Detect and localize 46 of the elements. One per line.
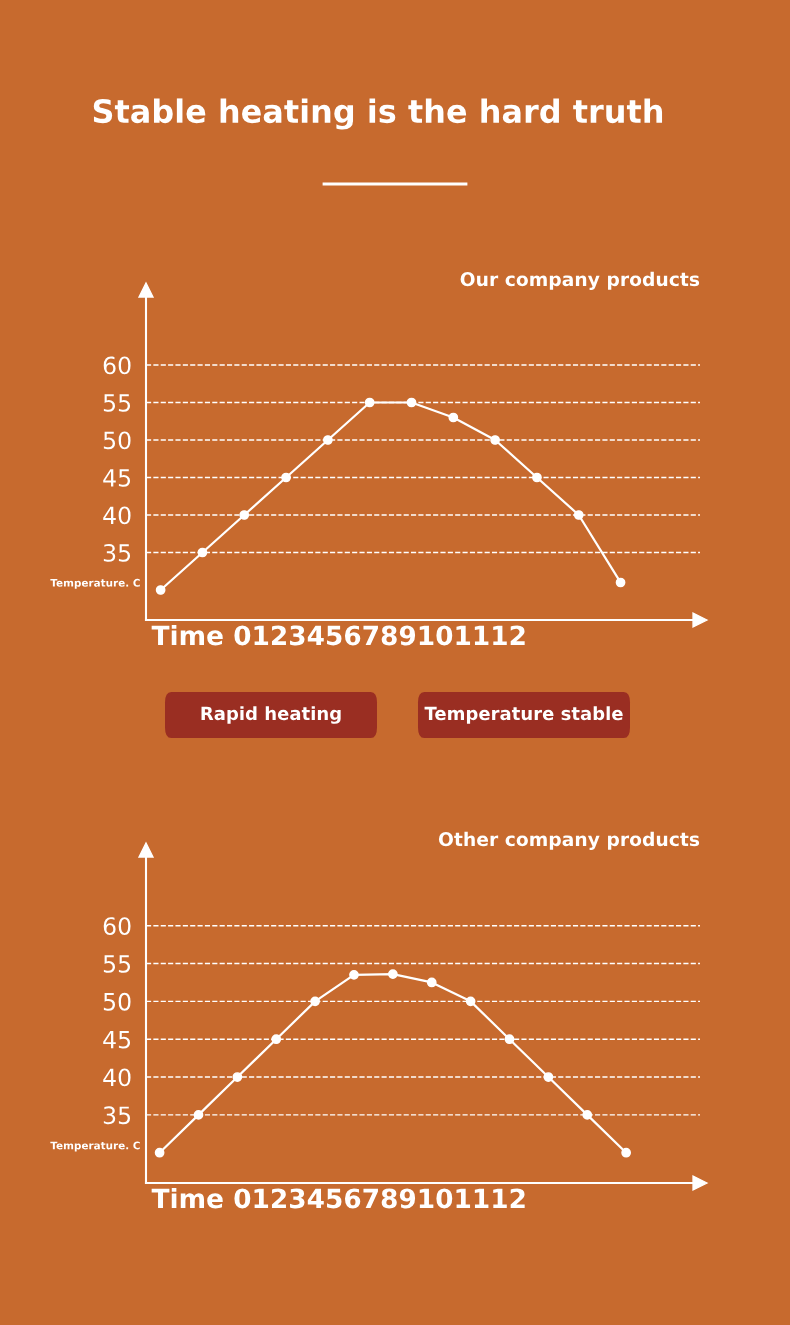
point [239,510,250,520]
y-tick-label: 35 [103,1106,131,1125]
point [426,977,437,988]
y-tick-label: 35 [103,543,131,562]
point [364,397,375,408]
y-tick-label: 45 [103,469,131,487]
y-tick-label: 55 [103,955,131,973]
point [271,1034,282,1045]
point [281,472,291,483]
point [388,969,398,979]
point [406,397,417,408]
point [543,1072,554,1082]
y-axis-title: Temperature. C [50,578,140,589]
point [465,996,476,1007]
chart-title: Other company products [438,831,700,850]
y-tick-label: 55 [103,394,131,412]
point [490,435,500,445]
point [621,1147,631,1158]
y-tick-label: 50 [103,992,131,1011]
point [349,970,359,980]
point [197,547,208,558]
text: Rapid heating [201,706,341,724]
point [615,577,626,588]
y-tick-label: 40 [103,506,131,525]
point [504,1034,515,1045]
y-tick-label: 40 [103,1068,131,1087]
point [573,510,584,520]
point [193,1110,204,1120]
point [323,435,333,445]
point [232,1072,243,1082]
point [582,1110,593,1120]
x-axis-title: Time 0123456789101112 [151,624,525,646]
point [532,472,542,483]
y-axis-title: Temperature. C [50,1141,140,1152]
point [448,412,459,423]
y-tick-label: 60 [103,356,131,375]
x-axis-title: Time 0123456789101112 [151,1188,525,1209]
y-tick-label: 60 [103,917,131,935]
point [154,1147,165,1158]
y-tick-label: 50 [103,431,131,450]
point [310,996,320,1007]
text: Temperature stable [424,706,623,724]
text: Stable heating is the hard truth [93,98,663,130]
point [155,585,166,595]
y-tick-label: 45 [103,1030,131,1049]
chart-title: Our company products [460,271,700,290]
